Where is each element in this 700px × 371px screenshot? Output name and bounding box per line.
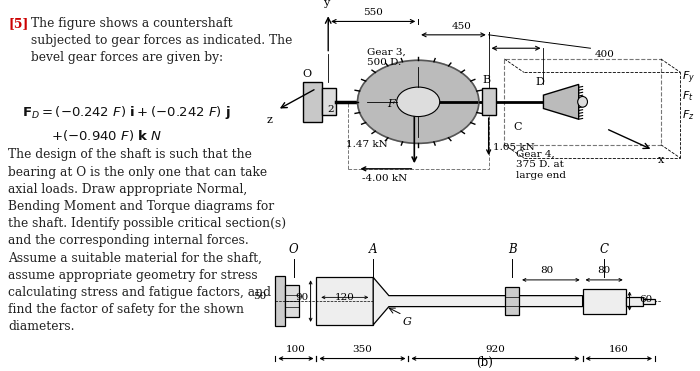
Text: 80: 80	[598, 266, 610, 275]
Bar	[482, 88, 496, 115]
Text: 350: 350	[353, 345, 372, 354]
Text: 160: 160	[609, 345, 629, 354]
Text: Gear 3,
500 D.: Gear 3, 500 D.	[368, 47, 406, 67]
Text: B: B	[482, 75, 491, 85]
Bar	[582, 289, 626, 313]
Text: G: G	[402, 317, 412, 327]
Text: 1.05 kN: 1.05 kN	[493, 143, 534, 152]
Text: 50: 50	[253, 292, 266, 301]
Text: O: O	[289, 243, 299, 256]
Bar	[504, 59, 661, 145]
Ellipse shape	[578, 96, 587, 107]
Text: A: A	[369, 243, 377, 256]
Bar	[626, 297, 643, 306]
Text: B: B	[508, 243, 517, 256]
Text: $F_z$: $F_z$	[682, 108, 695, 122]
Text: z: z	[267, 115, 272, 125]
Bar	[275, 276, 285, 326]
Text: (b): (b)	[476, 355, 494, 368]
Polygon shape	[543, 85, 579, 119]
Text: C: C	[600, 243, 608, 256]
Text: 550: 550	[363, 9, 383, 17]
Text: A: A	[422, 92, 430, 101]
Text: F: F	[387, 99, 395, 109]
Circle shape	[397, 87, 440, 116]
Text: 400: 400	[594, 50, 614, 59]
Bar	[285, 285, 299, 317]
Text: Gear 4,
375 D. at
large end: Gear 4, 375 D. at large end	[516, 150, 566, 180]
Bar	[643, 299, 655, 303]
Text: 100: 100	[286, 345, 306, 354]
Text: C: C	[514, 122, 522, 132]
Bar	[505, 288, 519, 315]
Text: The design of the shaft is such that the
bearing at O is the only one that can t: The design of the shaft is such that the…	[8, 148, 286, 334]
Text: $F_t$: $F_t$	[682, 89, 694, 104]
Text: The figure shows a countershaft
subjected to gear forces as indicated. The
bevel: The figure shows a countershaft subjecte…	[31, 17, 293, 64]
Text: 120: 120	[335, 293, 355, 302]
Text: 2: 2	[327, 105, 333, 114]
Text: $+ (-0.940\ F)\ \mathit{\mathbf{k}}\ N$: $+ (-0.940\ F)\ \mathit{\mathbf{k}}\ N$	[51, 128, 162, 143]
Text: 920: 920	[486, 345, 505, 354]
Text: 80: 80	[540, 266, 554, 275]
FancyBboxPatch shape	[322, 88, 336, 115]
Text: 1.47 kN: 1.47 kN	[346, 140, 388, 149]
Bar	[316, 278, 373, 325]
Text: [5]: [5]	[8, 17, 29, 30]
Circle shape	[358, 60, 479, 143]
Text: x: x	[658, 155, 664, 165]
Text: $\mathbf{F}_D = (-0.242\ F)\ \mathit{\mathbf{i}} + (-0.242\ F)\ \mathit{\mathbf{: $\mathbf{F}_D = (-0.242\ F)\ \mathit{\ma…	[22, 104, 230, 121]
Polygon shape	[373, 278, 582, 325]
Text: 60: 60	[639, 295, 652, 304]
Text: y: y	[323, 0, 330, 8]
Text: $F_y$: $F_y$	[682, 69, 696, 86]
Text: -4.00 kN: -4.00 kN	[363, 174, 407, 183]
Text: D: D	[535, 77, 544, 87]
Bar	[348, 102, 489, 169]
Text: O: O	[303, 69, 312, 79]
Text: 450: 450	[452, 22, 471, 31]
Text: 90: 90	[295, 293, 308, 302]
FancyBboxPatch shape	[303, 82, 322, 122]
